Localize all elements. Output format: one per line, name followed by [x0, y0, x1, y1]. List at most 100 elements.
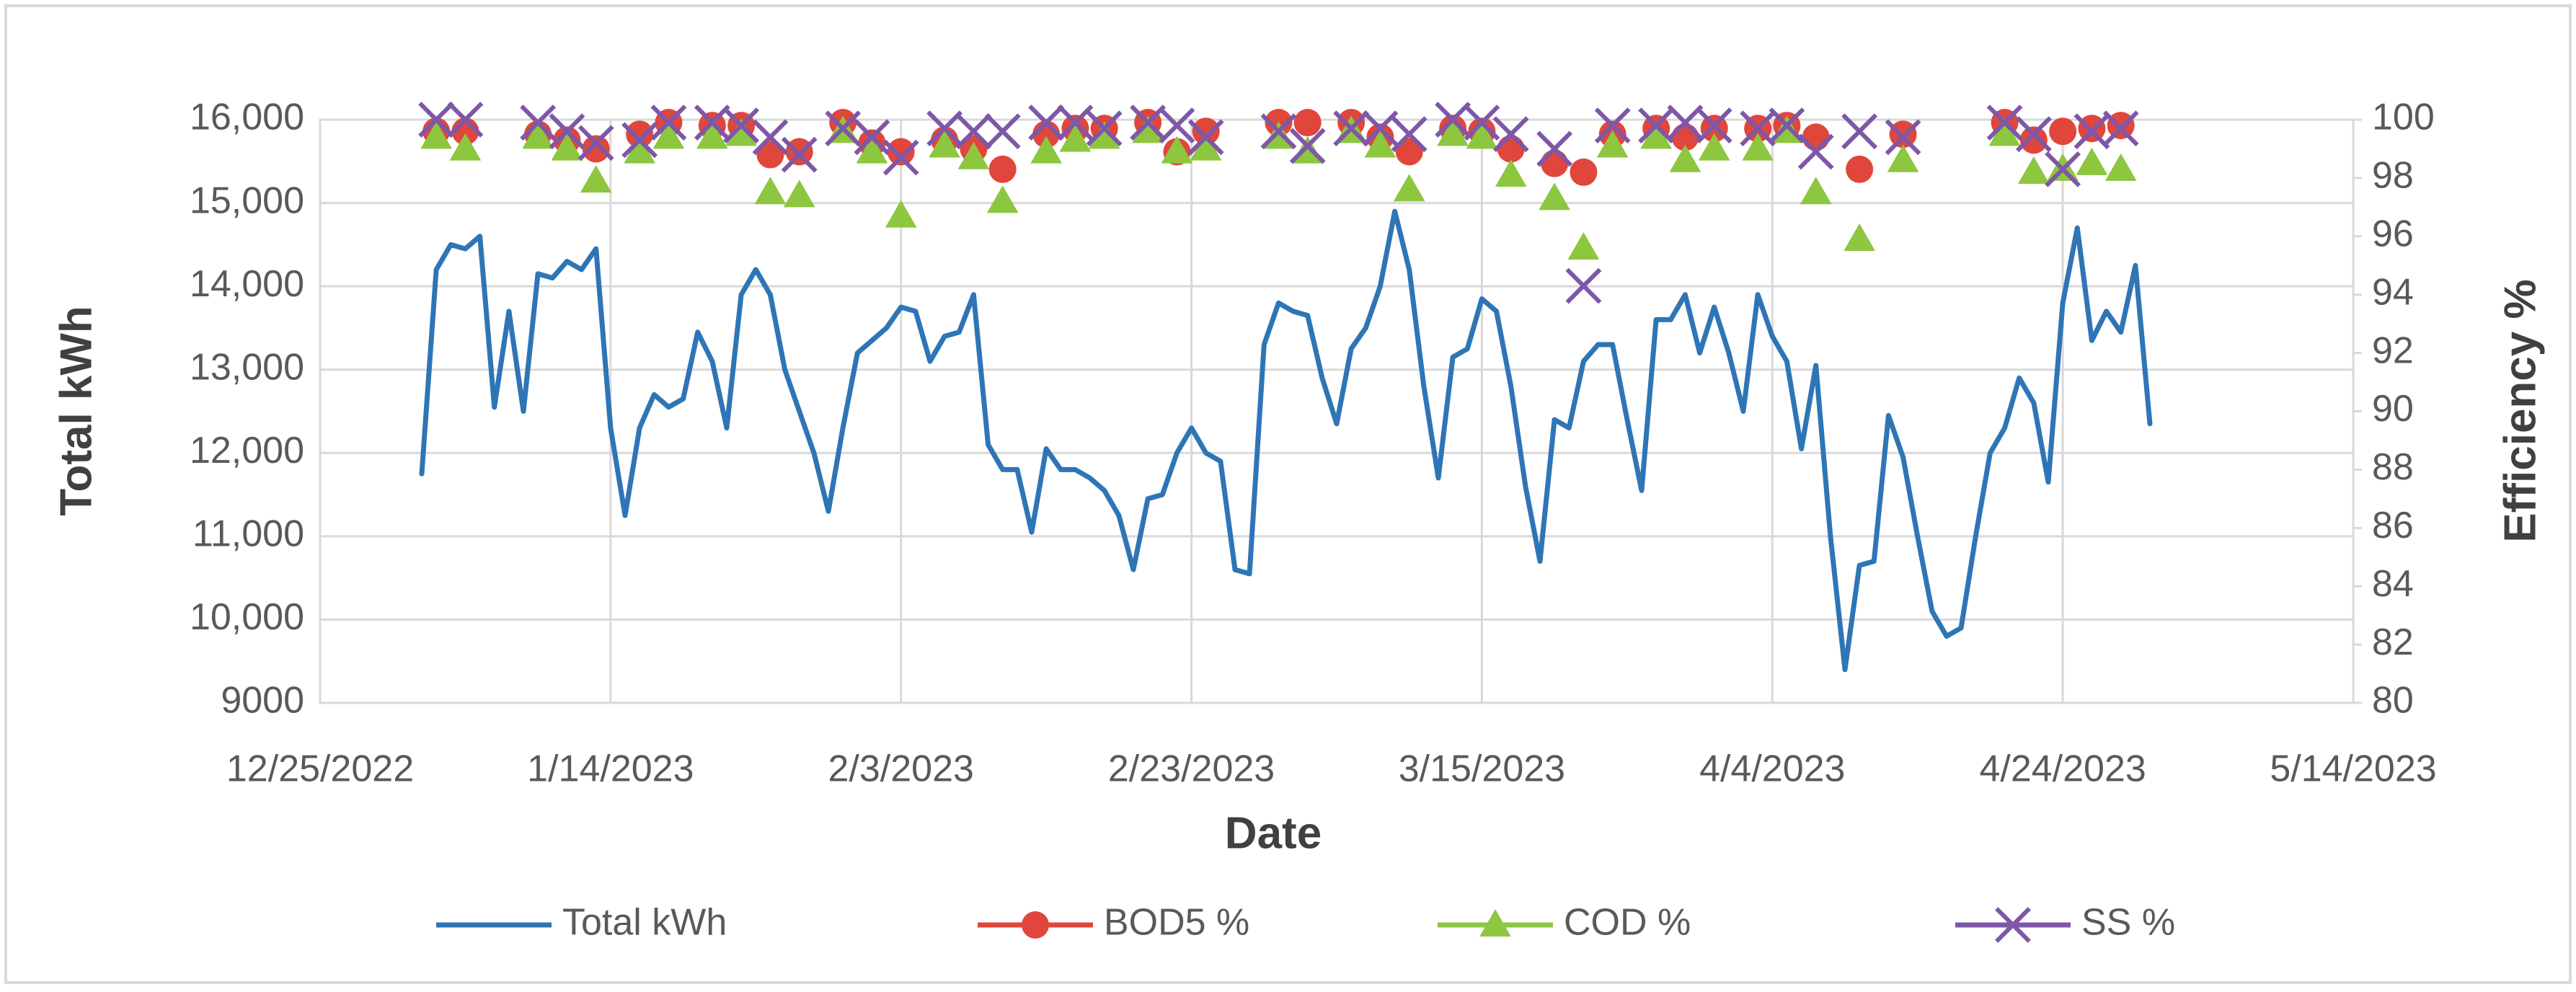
- data-point: [885, 200, 917, 228]
- data-point: [825, 110, 862, 147]
- data-point: [650, 105, 687, 141]
- data-point: [694, 105, 730, 141]
- x-tick-label: 2/23/2023: [1108, 748, 1275, 790]
- y-tick-label: 10,000: [190, 596, 304, 638]
- data-point: [1159, 107, 1195, 144]
- x-tick-label: 1/14/2023: [527, 748, 694, 790]
- data-point: [887, 138, 915, 166]
- data-point: [1466, 121, 1498, 149]
- data-point: [926, 110, 963, 147]
- data-point: [551, 133, 583, 161]
- data-point: [1187, 119, 1224, 156]
- x-tick-label: 4/4/2023: [1699, 748, 1845, 790]
- y-tick-label: 14,000: [190, 263, 304, 305]
- data-point: [1057, 105, 1094, 141]
- y2-tick-label: 90: [2372, 388, 2414, 430]
- data-point: [1594, 107, 1631, 144]
- x-tick-label: 5/14/2023: [2270, 748, 2436, 790]
- data-point: [1161, 136, 1193, 164]
- data-point: [447, 102, 484, 138]
- data-point: [1088, 121, 1120, 149]
- data-point: [418, 102, 455, 138]
- data-point: [1495, 159, 1527, 187]
- data-point: [2076, 147, 2108, 175]
- data-point: [1797, 133, 1834, 170]
- data-point: [577, 125, 614, 161]
- y-tick-label: 11,000: [192, 513, 304, 555]
- data-point: [1667, 105, 1704, 141]
- data-point: [1696, 107, 1732, 144]
- data-point: [1802, 123, 1830, 151]
- data-point: [1435, 102, 1471, 138]
- data-point: [1887, 144, 1919, 172]
- x-axis-title: Date: [1225, 808, 1322, 858]
- data-point: [1885, 119, 1921, 156]
- data-point: [1059, 124, 1092, 152]
- data-point: [929, 130, 960, 158]
- legend-marker: [1479, 909, 1511, 937]
- data-point: [1841, 113, 1878, 150]
- data-point: [1565, 267, 1602, 304]
- y2-tick-label: 86: [2372, 505, 2414, 546]
- data-point: [984, 113, 1021, 150]
- data-point: [2104, 153, 2137, 181]
- data-point: [1570, 158, 1598, 186]
- y2-tick-label: 98: [2372, 155, 2414, 197]
- legend-label: BOD5 %: [1104, 902, 1249, 944]
- data-point: [1132, 115, 1164, 143]
- y-tick-label: 9000: [221, 680, 304, 722]
- data-point: [781, 136, 818, 173]
- data-point: [1769, 107, 1805, 144]
- data-point: [1742, 133, 1774, 161]
- y2-tick-label: 82: [2372, 621, 2414, 663]
- chart-border: [4, 4, 2572, 984]
- x-tick-label: 4/24/2023: [1979, 748, 2146, 790]
- y2-tick-label: 96: [2372, 213, 2414, 255]
- y2-tick-label: 80: [2372, 680, 2414, 722]
- data-point: [1362, 110, 1399, 147]
- x-tick-label: 3/15/2023: [1399, 748, 1565, 790]
- data-point: [756, 141, 784, 169]
- data-point: [1391, 116, 1428, 153]
- legend-label: SS %: [2081, 902, 2175, 944]
- data-point: [1988, 118, 2021, 146]
- data-point: [1492, 116, 1529, 153]
- y-tick-label: 15,000: [190, 180, 304, 221]
- legend-label: COD %: [1564, 902, 1691, 944]
- data-point: [582, 135, 610, 163]
- data-point: [1437, 118, 1469, 146]
- y2-tick-label: 100: [2372, 97, 2435, 138]
- data-point: [854, 119, 890, 156]
- data-point: [1192, 118, 1220, 146]
- data-point: [621, 122, 658, 159]
- legend-marker: [1995, 907, 2031, 943]
- data-point: [1130, 105, 1167, 141]
- data-point: [783, 180, 815, 208]
- data-point: [626, 120, 654, 149]
- y-axis-title: Total kWh: [51, 306, 101, 516]
- data-point: [2045, 151, 2081, 187]
- data-point: [754, 177, 787, 205]
- data-point: [1539, 182, 1570, 211]
- data-point: [1800, 177, 1832, 205]
- data-point: [1086, 110, 1123, 147]
- y2-tick-label: 92: [2372, 329, 2414, 371]
- data-point: [1497, 135, 1525, 163]
- legend-marker: [1022, 911, 1049, 939]
- data-point: [752, 119, 789, 156]
- legend-label: Total kWh: [562, 902, 727, 944]
- y2-tick-label: 94: [2372, 271, 2414, 313]
- data-point: [2015, 116, 2052, 153]
- data-point: [1596, 130, 1629, 158]
- line-series: [419, 208, 2153, 673]
- data-point: [624, 136, 655, 164]
- data-point: [1541, 149, 1569, 177]
- data-point: [652, 121, 685, 149]
- data-point: [520, 105, 557, 141]
- data-point: [1289, 128, 1326, 164]
- data-point: [1395, 138, 1423, 166]
- x-tick-label: 2/3/2023: [828, 748, 974, 790]
- data-point: [1364, 130, 1397, 158]
- y2-tick-label: 88: [2372, 446, 2414, 488]
